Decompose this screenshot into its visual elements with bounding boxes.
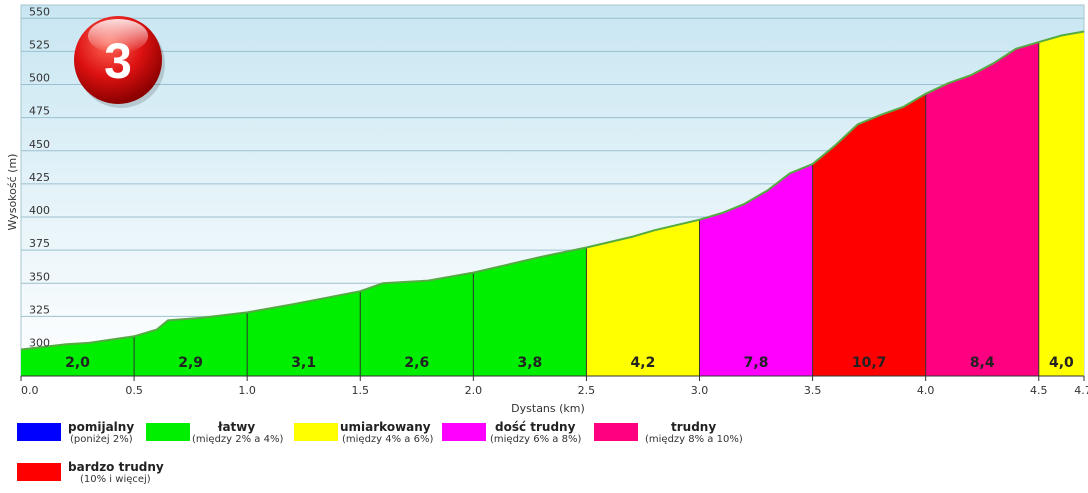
segment-gradient-label: 3,1 — [291, 355, 316, 371]
x-tick-label: 1.5 — [352, 384, 370, 397]
segment-gradient-label: 2,6 — [404, 355, 429, 371]
x-tick-label: 2.0 — [465, 384, 483, 397]
stage-badge-shine — [88, 19, 148, 53]
y-tick-label: 550 — [29, 5, 50, 18]
segment-gradient-label: 8,4 — [970, 355, 995, 371]
y-tick-label: 500 — [29, 72, 50, 85]
x-tick-label: 0.5 — [125, 384, 143, 397]
segment-gradient-label: 3,8 — [517, 355, 542, 371]
x-tick-label: 3.0 — [691, 384, 709, 397]
y-tick-labels: 300 325 350 375 400 425 450 475 500 525 550 — [29, 5, 50, 349]
segment-gradient-label: 2,9 — [178, 355, 203, 371]
x-tick-label: 2.5 — [578, 384, 596, 397]
x-tick-label: 1.0 — [238, 384, 256, 397]
segment-umiarkowany — [1038, 31, 1084, 376]
segment-gradient-label: 2,0 — [65, 355, 90, 371]
segment-trudny — [925, 31, 1039, 376]
y-tick-label: 375 — [29, 237, 50, 250]
segment-gradient-label: 4,2 — [631, 355, 656, 371]
y-tick-label: 525 — [29, 38, 50, 51]
y-tick-label: 325 — [29, 303, 50, 316]
y-tick-label: 475 — [29, 105, 50, 118]
elevation-line — [20, 30, 1085, 351]
stage-badge-number: 3 — [104, 33, 132, 89]
x-tick-label: 4.5 — [1030, 384, 1048, 397]
x-tick-label: 4.0 — [917, 384, 935, 397]
x-tick-label: 4.7 — [1074, 384, 1088, 397]
x-tick-label: 3.5 — [804, 384, 822, 397]
y-axis-label: Wysokość (m) — [6, 154, 19, 231]
y-tick-label: 425 — [29, 171, 50, 184]
y-tick-label: 350 — [29, 270, 50, 283]
segment-labels: 2,0 2,9 3,1 2,6 3,8 4,2 7,8 10,7 8,4 4,0 — [65, 355, 1074, 371]
x-axis-label: Dystans (km) — [511, 402, 585, 415]
segment-gradient-label: 7,8 — [744, 355, 769, 371]
x-tick-label: 0.0 — [21, 384, 39, 397]
stage-badge: 3 — [74, 16, 165, 108]
segment-gradient-label: 10,7 — [852, 355, 887, 371]
y-tick-label: 400 — [29, 204, 50, 217]
y-tick-label: 450 — [29, 138, 50, 151]
y-tick-label: 300 — [29, 337, 50, 350]
x-tick-labels: 0.0 0.5 1.0 1.5 2.0 2.5 3.0 3.5 4.0 4.5 4.7 — [20, 376, 1088, 397]
segment-gradient-label: 4,0 — [1049, 355, 1074, 371]
